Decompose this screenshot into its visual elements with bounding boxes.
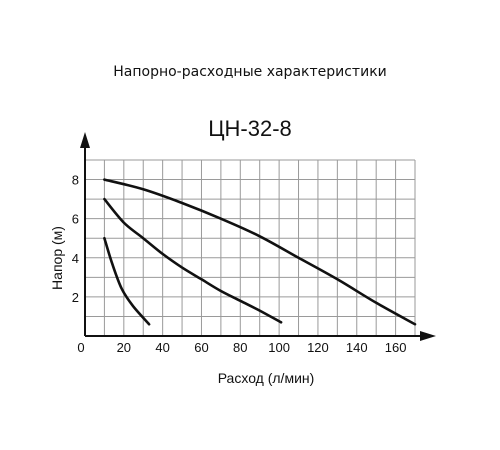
pump-curve-1 xyxy=(103,236,151,326)
y-tick-label: 8 xyxy=(72,173,79,188)
y-axis-arrow xyxy=(80,132,90,148)
x-tick-label: 60 xyxy=(194,340,208,355)
grid xyxy=(85,159,416,336)
y-tick-label: 4 xyxy=(72,251,79,266)
pump-curve-3 xyxy=(103,178,417,326)
x-tick-label: 0 xyxy=(77,340,84,355)
x-axis-arrow xyxy=(420,331,436,341)
x-tick-label: 120 xyxy=(307,340,329,355)
page-heading: Напорно-расходные характеристики xyxy=(113,64,387,80)
curves xyxy=(103,178,417,326)
x-axis-label: Расход (л/мин) xyxy=(218,370,315,386)
x-tick-label: 40 xyxy=(155,340,169,355)
x-tick-label: 160 xyxy=(385,340,407,355)
y-tick-label: 2 xyxy=(72,290,79,305)
y-tick-label: 6 xyxy=(72,212,79,227)
pump-curve-2 xyxy=(103,197,283,324)
x-tick-label: 20 xyxy=(117,340,131,355)
x-tick-label: 100 xyxy=(268,340,290,355)
axes xyxy=(80,132,436,341)
tick-labels: 0 20 40 60 80 100 120 140 160 2 4 6 8 xyxy=(72,173,407,355)
x-tick-label: 140 xyxy=(346,340,368,355)
chart-title: ЦН-32-8 xyxy=(208,116,292,141)
y-axis-label: Напор (м) xyxy=(49,226,65,290)
x-tick-label: 80 xyxy=(233,340,247,355)
